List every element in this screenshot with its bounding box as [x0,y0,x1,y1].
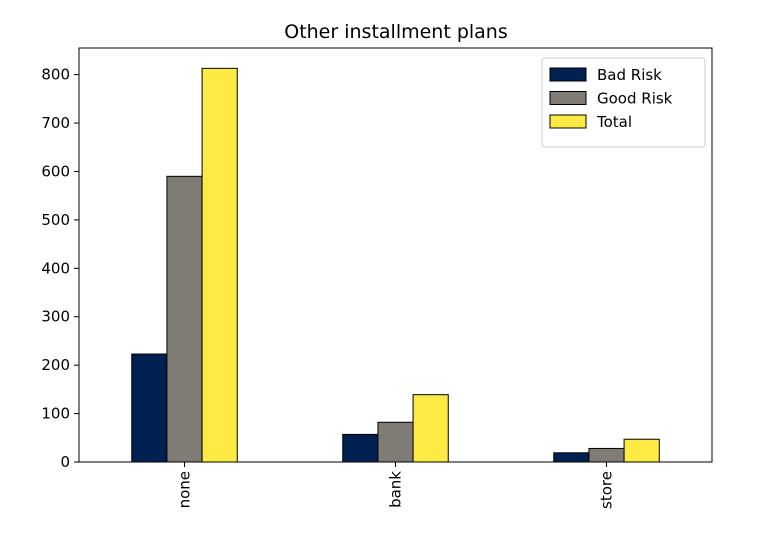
bar-total-bank [412,394,449,463]
bar-total-store [623,438,660,463]
y-tick-label: 700 [41,114,70,132]
legend-swatch-bad-risk [549,67,587,82]
y-tick-label: 100 [41,405,70,423]
legend-label-good-risk: Good Risk [597,90,673,108]
x-tick-label-bank: bank [387,471,405,508]
bar-good-risk-none [166,175,203,463]
bar-good-risk-bank [377,421,414,463]
bar-bad-risk-bank [342,433,379,463]
y-tick-label: 600 [41,162,70,180]
bar-bad-risk-none [131,353,168,463]
legend-label-total: Total [596,113,632,131]
chart-title: Other installment plans [284,21,508,43]
plot-frame [78,47,713,463]
y-axis: 0 100 200 300 400 500 600 700 800 [41,66,79,471]
y-tick-label: 500 [41,211,70,229]
bar-bad-risk-store [553,452,590,463]
legend: Bad Risk Good Risk Total [541,57,706,148]
y-tick-label: 300 [41,308,70,326]
bar-total-none [201,67,238,463]
legend-swatch-good-risk [549,91,587,105]
y-tick-label: 0 [60,453,70,471]
x-tick-label-store: store [598,471,616,509]
legend-swatch-total [549,114,587,129]
y-tick-label: 200 [41,356,70,374]
y-tick-label: 400 [41,259,70,277]
legend-label-bad-risk: Bad Risk [597,66,662,84]
x-tick-label-none: none [176,471,194,508]
bars-layer [131,67,660,463]
y-tick-label: 800 [41,66,70,84]
bar-good-risk-store [588,447,625,463]
x-axis: none bank store [176,462,616,509]
